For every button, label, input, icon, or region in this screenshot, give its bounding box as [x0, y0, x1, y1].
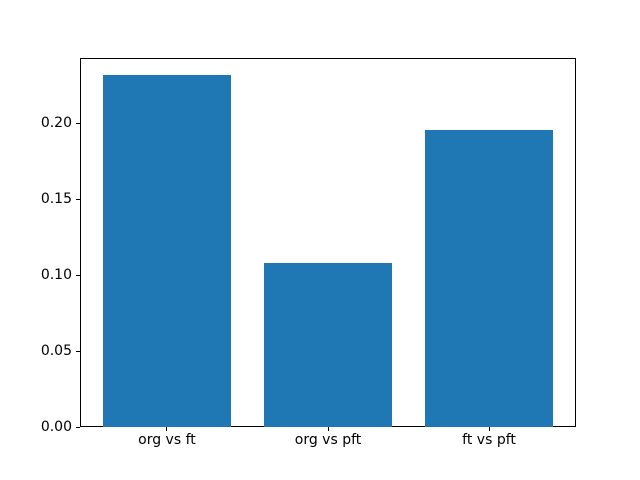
y-tick-mark	[76, 123, 80, 125]
bar-ft-vs-pft	[424, 129, 554, 428]
y-tick-mark	[76, 350, 80, 352]
y-tick-label: 0.15	[40, 191, 72, 208]
y-tick-label: 0.00	[40, 418, 72, 435]
y-tick-mark	[76, 199, 80, 201]
y-tick-label: 0.10	[40, 266, 72, 283]
y-tick-label: 0.20	[40, 115, 72, 132]
x-tick-label-org-vs-ft: org vs ft	[138, 432, 196, 449]
x-tick-label-ft-vs-pft: ft vs pft	[462, 432, 516, 449]
y-tick-label: 0.05	[40, 342, 72, 359]
bar-org-vs-pft	[263, 263, 393, 428]
y-tick-mark	[76, 426, 80, 428]
x-tick-label-org-vs-pft: org vs pft	[294, 432, 362, 449]
x-tick-mark	[488, 427, 490, 432]
bar-org-vs-ft	[102, 75, 232, 428]
x-tick-mark	[327, 427, 329, 432]
y-tick-mark	[76, 274, 80, 276]
x-tick-mark	[166, 427, 168, 432]
